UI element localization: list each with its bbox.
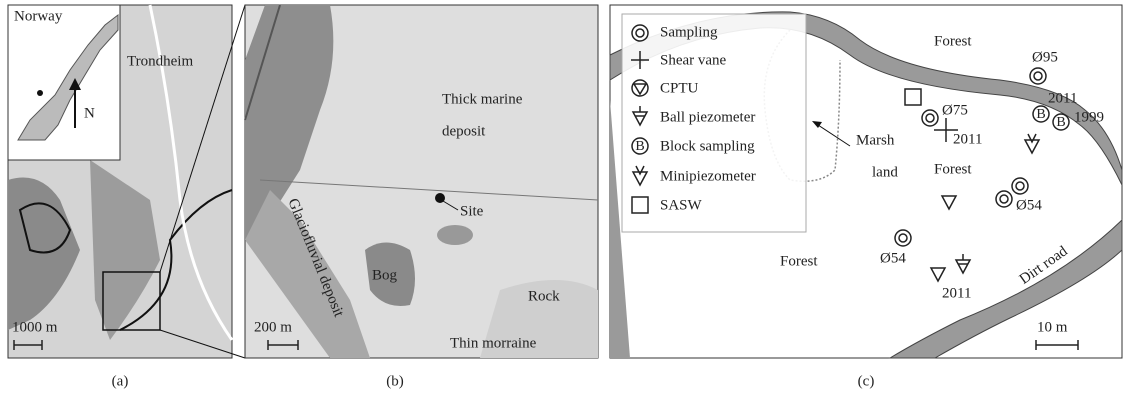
map-symbol [1023,133,1041,155]
legend-label: CPTU [660,80,699,96]
shear-vane-symbol [631,51,649,69]
terrain [90,160,160,340]
label: Ø75 [942,102,968,118]
map-symbol [1015,181,1025,191]
caption: (a) [112,373,129,389]
zoom-box [102,271,161,331]
map-symbol [898,233,908,243]
label: land [872,164,898,180]
label: 2011 [942,285,971,301]
block-letter: B [1056,115,1065,130]
river [148,4,234,341]
north-label: N [84,105,95,121]
scale-bar [1035,340,1079,350]
dirt-road [888,218,1123,359]
label: 2011 [953,131,982,147]
terrain [437,225,473,245]
label: deposit [442,123,486,139]
label: Ø54 [1016,197,1042,213]
legend-label: Sampling [660,24,718,40]
map-symbol [894,229,912,247]
panel-b: Thick marine deposit Site Glaciofluvial … [244,4,599,389]
sampling-symbol [631,24,649,42]
label: Site [460,203,484,219]
road [244,4,281,121]
map-symbol [1052,113,1070,131]
block-letter: B [1036,107,1045,122]
map-symbol [940,195,958,211]
map-symbol [999,194,1009,204]
legend-label: Minipiezometer [660,168,756,184]
zoom-line [159,4,246,273]
map-symbol [929,267,947,283]
city-label: Trondheim [127,53,193,69]
glaciofluvial-area [245,190,370,358]
road-band [610,100,630,358]
map-symbol [1032,105,1050,123]
zoom-line [159,329,246,359]
label: Bog [372,267,398,283]
site-symbols [894,67,1070,283]
map-symbol [1011,177,1029,195]
cptu-symbol [631,79,649,97]
caption: (c) [858,373,875,389]
label: Marsh [856,132,895,148]
label: Ø54 [880,250,906,266]
norway-shape [17,13,119,141]
rock-area [480,280,598,358]
label: 1999 [1074,109,1104,125]
legend-label: SASW [660,197,703,213]
label: Thin morraine [450,335,537,351]
scale-label: 1000 m [12,319,58,335]
panel-a: Norway N Trondheim 1000 m (a) [7,4,246,389]
legend-label: Shear vane [660,52,727,68]
terrain [245,5,334,240]
road [259,179,599,201]
label: Forest [780,253,818,269]
label: Ø95 [1032,49,1058,65]
boundary [18,202,72,254]
caption: (b) [386,373,404,389]
north-arrowhead [69,78,81,90]
legend-label: Block sampling [660,138,755,154]
block-sampling-symbol [631,137,649,155]
map-symbol [925,113,935,123]
marsh-pointer [814,122,851,147]
bog [365,242,415,306]
label: 2011 [1048,90,1077,106]
map-symbol [921,109,939,127]
scale-bar [267,340,299,350]
inset-title: Norway [14,8,63,24]
legend [621,13,807,233]
scale-label: 10 m [1037,319,1068,335]
minipiezometer-symbol [631,165,649,187]
scale-label: 200 m [254,319,292,335]
ball-piezometer-symbol [631,106,649,127]
label: Forest [934,33,972,49]
scale-bar [13,340,43,350]
panel-c: B Sampling Shear vane CPTU Ball piezomet… [609,4,1123,389]
site-dot [435,193,445,203]
map-symbol [904,88,922,106]
cptu-symbol [632,83,648,96]
map-symbol [1033,71,1043,81]
marsh-arrowhead [812,121,822,128]
legend-symbols [631,24,649,214]
location-dot [37,90,43,96]
site-pointer [442,200,459,211]
label: Forest [934,161,972,177]
map-symbol [934,118,958,142]
sampling-symbol [635,28,645,38]
label: Rock [528,288,560,304]
map-symbol [1029,67,1047,85]
road-band [609,11,1123,186]
map-symbol [995,190,1013,208]
block-sampling-letter: B [635,139,644,154]
label: Thick marine [442,91,523,107]
legend-label: Ball piezometer [660,109,755,125]
sasw-symbol [631,196,649,214]
map-symbol [954,254,972,275]
